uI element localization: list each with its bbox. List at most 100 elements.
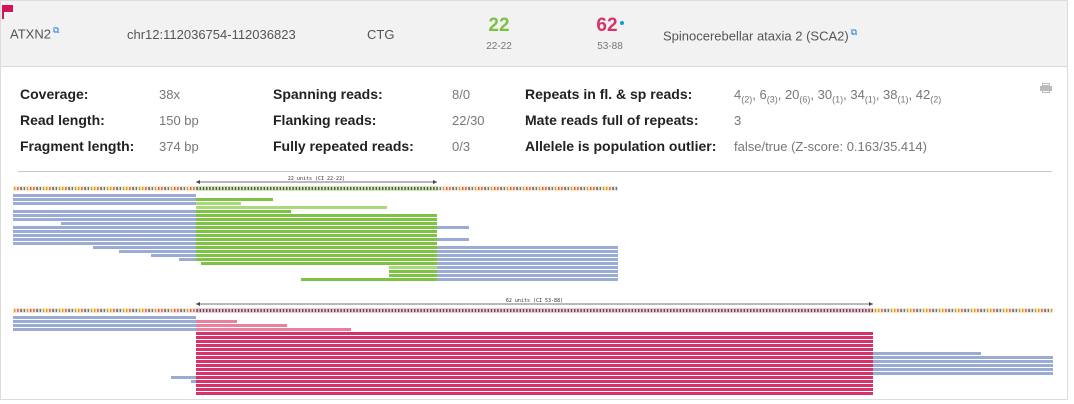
reference-base xyxy=(394,309,397,312)
reference-base xyxy=(926,309,928,312)
reference-base xyxy=(129,187,131,190)
reference-base xyxy=(292,309,294,312)
reference-base xyxy=(266,187,269,190)
reference-base xyxy=(465,309,467,312)
reference-base xyxy=(897,309,899,312)
reference-base xyxy=(510,187,512,190)
reference-base xyxy=(570,187,573,190)
reference-base xyxy=(554,187,557,190)
allele1-range: 22-22 xyxy=(486,41,512,52)
repeats-value: 4(2), 6(3), 20(6), 30(1), 34(1), 38(1), … xyxy=(734,87,942,105)
reference-base xyxy=(135,309,137,312)
read xyxy=(301,278,618,281)
read xyxy=(13,226,469,229)
reference-base xyxy=(186,309,189,312)
read-flank-right xyxy=(437,250,618,253)
reference-base xyxy=(138,309,141,312)
reference-base xyxy=(369,309,371,312)
reference-base xyxy=(849,309,851,312)
reference-base xyxy=(942,309,944,312)
reference-base xyxy=(84,187,86,190)
reference-base xyxy=(570,309,573,312)
reference-base xyxy=(410,187,413,190)
read xyxy=(13,210,291,213)
reference-base xyxy=(452,187,454,190)
reference-base xyxy=(439,309,441,312)
reference-base xyxy=(465,187,467,190)
reference-base xyxy=(346,187,349,190)
reference-base xyxy=(87,187,89,190)
reference-base xyxy=(535,309,537,312)
reference-base xyxy=(382,187,384,190)
reference-base xyxy=(638,309,640,312)
read xyxy=(13,242,437,245)
reference-base xyxy=(78,309,80,312)
reference-base xyxy=(548,309,550,312)
reference-base xyxy=(954,309,957,312)
external-link-icon[interactable]: ⧉ xyxy=(52,25,60,35)
print-icon[interactable] xyxy=(1040,83,1052,93)
reference-base xyxy=(468,309,470,312)
reference-base xyxy=(446,309,448,312)
reference-base xyxy=(663,309,665,312)
reference-base xyxy=(388,187,390,190)
reference-base xyxy=(666,309,669,312)
reference-base xyxy=(628,309,630,312)
reference-base xyxy=(532,187,534,190)
reference-base xyxy=(49,309,51,312)
reference-base xyxy=(65,187,67,190)
disease-link[interactable]: Spinocerebellar ataxia 2 (SCA2) ⧉ xyxy=(663,27,857,43)
reference-base xyxy=(81,187,83,190)
repeat-motif: CTG xyxy=(367,27,395,42)
reference-base xyxy=(922,309,925,312)
reference-base xyxy=(391,187,393,190)
reference-base xyxy=(401,309,403,312)
reference-base xyxy=(449,309,451,312)
reference-base xyxy=(727,309,729,312)
reference-base xyxy=(484,309,486,312)
reference-base xyxy=(436,309,438,312)
reference-base xyxy=(794,309,797,312)
reference-base xyxy=(65,309,67,312)
read-flank-right xyxy=(437,254,618,257)
reference-base xyxy=(932,309,934,312)
reference-base xyxy=(1006,309,1008,312)
read xyxy=(196,368,1053,371)
reference-base xyxy=(606,187,608,190)
external-link-icon[interactable]: ⧉ xyxy=(850,27,858,37)
reference-base xyxy=(519,187,521,190)
read-repeat xyxy=(196,364,873,367)
reference-base xyxy=(330,187,333,190)
reference-base xyxy=(218,187,221,190)
disease-name[interactable]: Spinocerebellar ataxia 2 (SCA2) xyxy=(663,28,849,44)
reference-base xyxy=(522,309,525,312)
reference-base xyxy=(228,187,230,190)
reference-base xyxy=(714,309,717,312)
reference-base xyxy=(948,309,950,312)
reference-base xyxy=(993,309,995,312)
reference-base xyxy=(414,309,416,312)
reference-base xyxy=(33,187,35,190)
reference-base xyxy=(750,309,752,312)
read xyxy=(13,238,469,241)
reference-base xyxy=(586,309,589,312)
gene-link[interactable]: ATXN2 ⧉ xyxy=(10,25,59,41)
reference-base xyxy=(561,309,563,312)
reference-base xyxy=(462,187,464,190)
reference-base xyxy=(711,309,713,312)
reference-base xyxy=(279,309,281,312)
reference-base xyxy=(327,187,329,190)
reference-base xyxy=(324,187,326,190)
reference-base xyxy=(74,309,77,312)
gene-name[interactable]: ATXN2 xyxy=(10,26,51,42)
reference-base xyxy=(330,309,333,312)
reference-base xyxy=(193,187,195,190)
reference-base xyxy=(430,309,432,312)
read-repeat xyxy=(196,214,437,217)
reference-base xyxy=(337,187,339,190)
reference-base xyxy=(618,309,621,312)
reference-repeat-strip xyxy=(196,308,873,313)
reference-base xyxy=(94,187,96,190)
reference-base xyxy=(826,309,829,312)
read-flank-right xyxy=(437,246,618,249)
